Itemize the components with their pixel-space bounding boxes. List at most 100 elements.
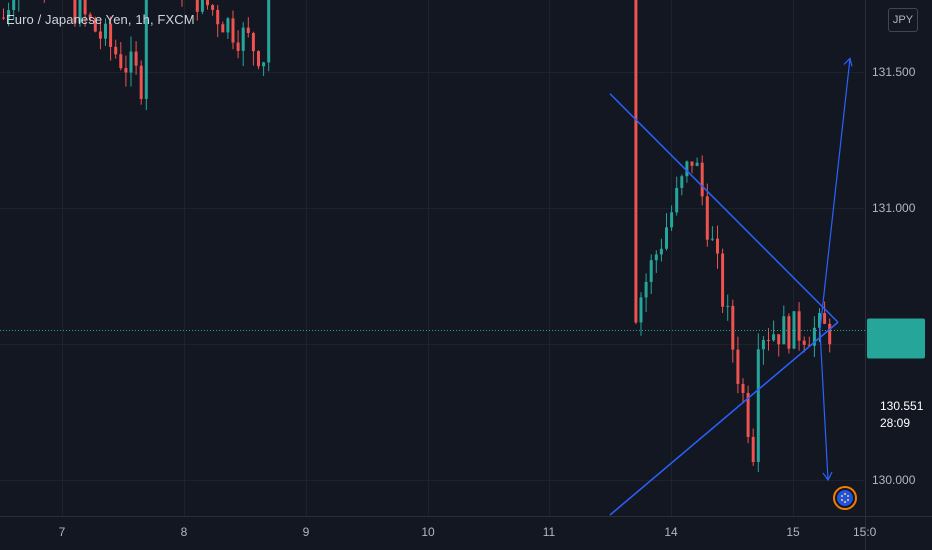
candle [88, 12, 92, 22]
candle [818, 308, 821, 343]
candle [206, 0, 209, 10]
candle [93, 16, 97, 33]
candle [710, 226, 714, 242]
price-tick-label: 130.000 [872, 473, 916, 487]
symbol-title: Euro / Japanese Yen, 1h, FXCM [6, 12, 195, 27]
price-badge: 130.551 28:09 [867, 318, 925, 430]
candle [690, 161, 694, 174]
candle [181, 0, 183, 7]
candle [751, 428, 755, 466]
candle [262, 61, 266, 77]
candle [195, 0, 199, 21]
candle [200, 0, 204, 15]
candle [802, 336, 806, 353]
candle [812, 316, 816, 358]
time-tick-label: 15 [786, 525, 800, 539]
time-tick-label: 8 [181, 525, 188, 539]
time-tick-label: 14 [664, 525, 678, 539]
arrow-head-down [822, 471, 833, 482]
candle [777, 334, 781, 357]
candles [2, 0, 832, 473]
candle [236, 30, 240, 59]
candle [134, 41, 138, 75]
candle [792, 311, 796, 350]
candle [654, 250, 658, 273]
candle [772, 320, 776, 342]
time-tick-label: 11 [543, 525, 556, 539]
candle [7, 2, 11, 27]
candle [114, 39, 118, 59]
candle [639, 292, 643, 336]
arrow-head-up [843, 57, 853, 67]
candle [670, 205, 674, 232]
candle [634, 0, 638, 325]
candle [83, 0, 87, 27]
currency-button[interactable]: JPY [888, 8, 918, 32]
candle [797, 302, 801, 351]
candle [680, 174, 684, 196]
candle [144, 0, 148, 111]
candle [257, 50, 260, 70]
price-badge-countdown: 28:09 [880, 416, 910, 430]
price-tick-label: 131.000 [872, 201, 916, 215]
candle [267, 0, 271, 72]
candle [665, 213, 668, 251]
candle [129, 36, 133, 87]
candle [726, 294, 730, 321]
candle [211, 4, 215, 16]
candle [705, 183, 709, 247]
candle [226, 16, 230, 39]
time-tick-label: 9 [303, 525, 310, 539]
candle [756, 333, 760, 473]
candle [695, 157, 699, 167]
candle [78, 0, 82, 27]
candle [761, 336, 765, 365]
candle [782, 305, 786, 345]
candle [241, 22, 245, 67]
time-axis[interactable]: 7 8 9 10 11 14 15 15:0 [59, 525, 877, 539]
candle [246, 17, 250, 38]
candle [12, 0, 16, 20]
breakout-up-arrow[interactable] [819, 58, 851, 331]
candle [649, 254, 653, 295]
price-axis[interactable]: 130.000130.500131.000131.500132.000132.5… [872, 0, 916, 487]
candle [104, 18, 107, 46]
breakout-down-arrow[interactable] [819, 330, 829, 481]
candle [216, 5, 220, 38]
candle [251, 31, 255, 66]
candle [675, 176, 679, 216]
price-badge-value: 130.551 [880, 399, 924, 413]
event-marker-icon[interactable] [833, 486, 857, 510]
candle [736, 336, 740, 394]
candle [828, 318, 832, 353]
price-tick-label: 131.500 [872, 65, 916, 79]
chart-grid [0, 0, 866, 516]
candle [721, 248, 725, 313]
upper-trendline[interactable] [609, 93, 839, 323]
candle [98, 20, 102, 50]
candle [731, 299, 735, 363]
candle [823, 301, 827, 325]
candle [659, 238, 663, 262]
time-tick-label: 10 [421, 525, 435, 539]
candle [139, 60, 143, 105]
triangle-pattern-drawing[interactable] [609, 57, 853, 516]
candle [124, 55, 128, 87]
candle [18, 0, 20, 12]
time-tick-label: 7 [59, 525, 66, 539]
candle [746, 385, 750, 444]
candle [787, 313, 791, 354]
candle [109, 16, 113, 61]
candle [644, 273, 648, 312]
price-badge-box [867, 318, 925, 359]
candle [716, 225, 719, 269]
candle [2, 8, 5, 20]
candle [741, 378, 745, 404]
candle [767, 328, 770, 351]
candle [807, 336, 811, 347]
candle [231, 10, 235, 50]
lower-trendline[interactable] [609, 321, 839, 516]
candle [700, 155, 704, 206]
time-tick-label: 15:0 [853, 525, 877, 539]
